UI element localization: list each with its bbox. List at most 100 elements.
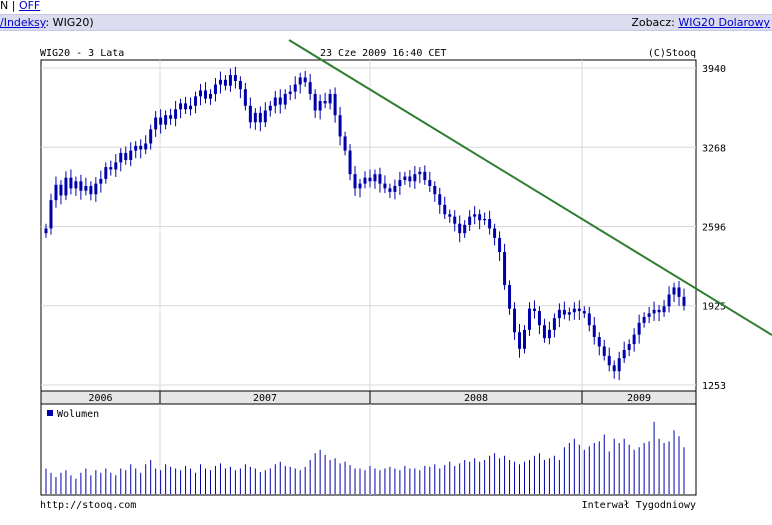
price-tick-label: 3268: [702, 143, 726, 154]
candle-body: [144, 143, 148, 150]
candle-body: [49, 200, 53, 229]
candle-body: [547, 329, 551, 339]
candle-body: [44, 228, 48, 234]
navigation-bar: /Indeksy: WIG20) Zobacz: WIG20 Dolarowy: [0, 14, 772, 31]
candle-body: [602, 346, 606, 356]
candle-body: [109, 167, 113, 170]
candle-body: [54, 184, 58, 201]
see-also: Zobacz: WIG20 Dolarowy: [631, 15, 770, 30]
candle-body: [124, 152, 128, 161]
candle-body: [483, 219, 487, 221]
candle-body: [672, 287, 676, 295]
candle-body: [527, 308, 531, 330]
candle-body: [129, 150, 133, 161]
candle-body: [677, 287, 681, 297]
candle-body: [398, 180, 402, 186]
candle-body: [84, 185, 88, 191]
candle-body: [358, 183, 362, 189]
candle-body: [438, 194, 442, 205]
candle-body: [189, 105, 193, 110]
candle-body: [557, 309, 561, 319]
candle-body: [208, 93, 212, 99]
candle-body: [348, 150, 352, 175]
price-tick-label: 2596: [702, 223, 726, 234]
candle-body: [99, 178, 103, 184]
candle-body: [268, 105, 272, 111]
candle-body: [488, 219, 492, 229]
candle-body: [597, 336, 601, 347]
wig20-dollar-link[interactable]: WIG20 Dolarowy: [678, 16, 770, 29]
candle-body: [233, 75, 237, 81]
candle-body: [503, 252, 507, 286]
candle-body: [443, 204, 447, 215]
indices-link[interactable]: /Indeksy: [0, 16, 46, 29]
candle-body: [657, 309, 661, 313]
candle-body: [463, 224, 467, 234]
candle-body: [493, 228, 497, 238]
candle-body: [243, 89, 247, 106]
toggle-prefix: N |: [0, 0, 16, 12]
candle-body: [154, 117, 158, 130]
candle-body: [223, 79, 227, 86]
candle-body: [577, 308, 581, 312]
candle-body: [508, 285, 512, 309]
candle-body: [69, 177, 73, 189]
candle-body: [383, 183, 387, 189]
candle-body: [562, 309, 566, 315]
footer-url: http://stooq.com: [40, 500, 136, 511]
candle-body: [278, 97, 282, 105]
volume-legend-swatch: [47, 410, 53, 416]
candle-body: [174, 109, 178, 119]
candle-body: [353, 174, 357, 189]
candle-body: [169, 115, 173, 119]
candle-body: [238, 80, 242, 90]
candle-body: [94, 183, 98, 195]
candle-body: [59, 184, 63, 196]
candle-body: [213, 84, 217, 94]
candle-body: [149, 129, 153, 144]
candle-body: [263, 110, 267, 123]
candle-body: [194, 96, 198, 106]
candle-body: [328, 93, 332, 104]
chart-copyright: (C)Stooq: [648, 48, 696, 59]
candle-body: [119, 152, 123, 163]
volume-bars: [45, 421, 685, 494]
top-toggle: N | OFF: [0, 0, 40, 12]
candle-body: [333, 93, 337, 116]
year-tick-label: 2006: [88, 393, 112, 404]
candle-body: [114, 162, 118, 170]
candle-body: [478, 214, 482, 221]
candle-body: [408, 176, 412, 182]
candle-body: [378, 174, 382, 184]
candle-body: [293, 84, 297, 92]
candle-body: [513, 308, 517, 333]
candle-body: [423, 171, 427, 181]
price-candles: [44, 66, 686, 381]
candle-body: [204, 90, 207, 99]
candle-body: [273, 97, 277, 106]
candle-body: [303, 77, 307, 83]
candle-body: [388, 188, 392, 192]
candle-body: [552, 318, 556, 330]
price-tick-label: 3940: [702, 64, 726, 75]
candle-body: [313, 93, 317, 111]
candle-body: [473, 214, 477, 217]
chart-title: WIG20 - 3 Lata: [40, 48, 124, 59]
candle-body: [612, 365, 616, 372]
candle-body: [218, 79, 222, 85]
candle-body: [79, 181, 83, 191]
candle-body: [662, 306, 666, 313]
candle-body: [667, 294, 671, 307]
candle-body: [308, 82, 312, 94]
candle-body: [159, 117, 163, 125]
off-link[interactable]: OFF: [18, 0, 41, 12]
price-panel: [40, 59, 697, 392]
candle-body: [179, 103, 183, 110]
candle-body: [617, 358, 621, 372]
volume-legend-label: Wolumen: [57, 409, 99, 420]
candle-body: [343, 136, 347, 151]
candle-body: [642, 316, 646, 323]
candle-body: [89, 185, 93, 195]
price-tick-label: 1925: [702, 302, 726, 313]
price-axis-labels: 3940 3268 2596 1925 1253: [702, 64, 726, 392]
